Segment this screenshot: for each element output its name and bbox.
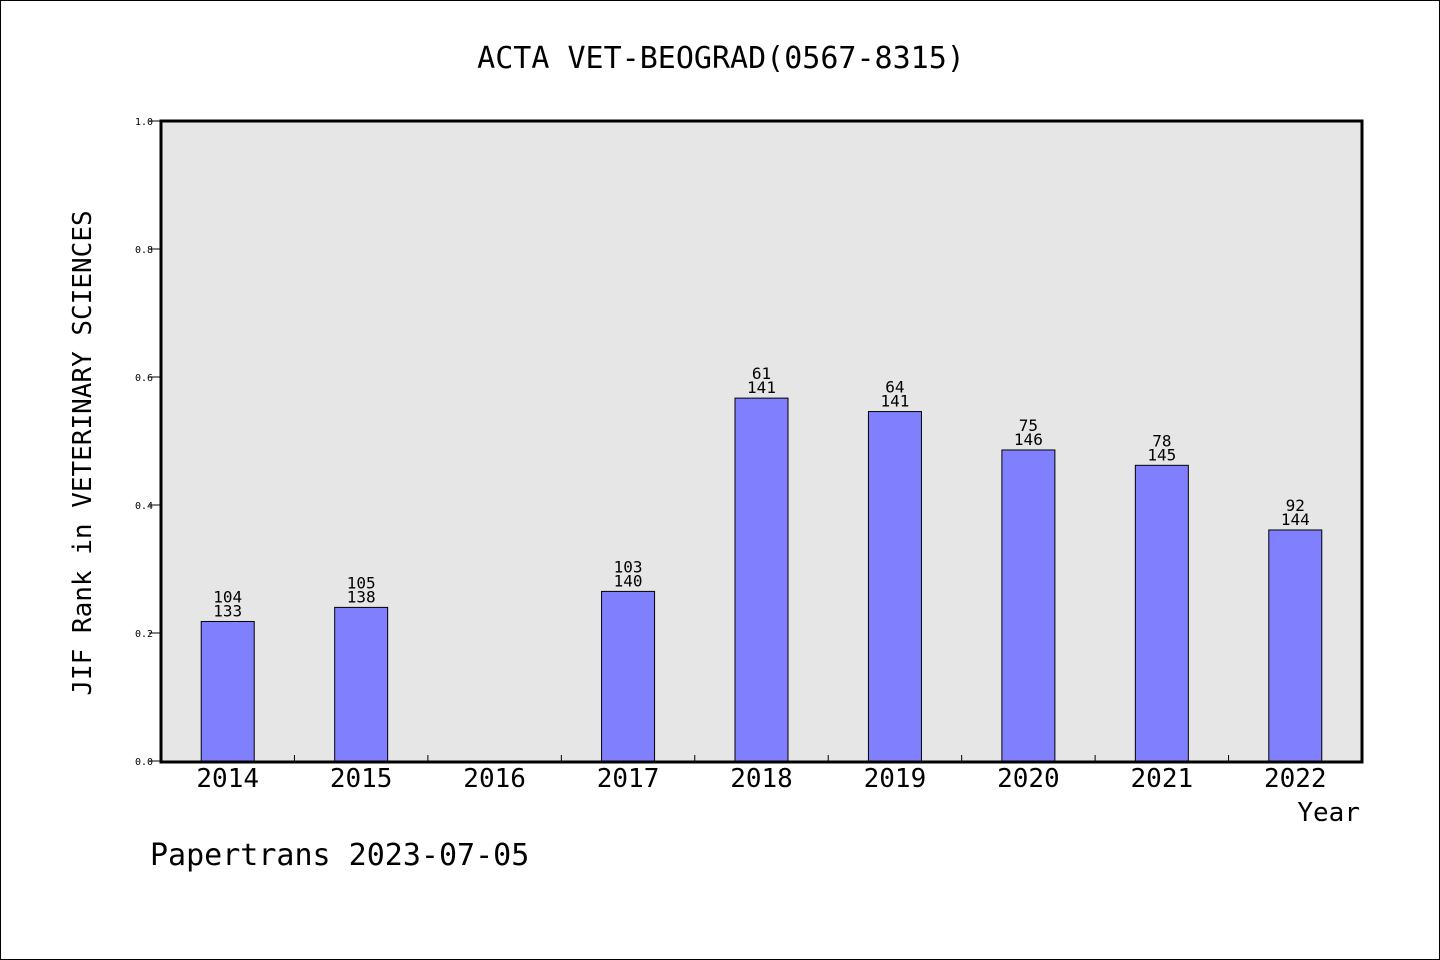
bar-rank-label: 78	[1152, 431, 1171, 450]
x-tick-label: 2019	[864, 764, 927, 794]
footer-watermark: Papertrans 2023-07-05	[150, 838, 529, 873]
bar-total-label: 141	[880, 392, 909, 411]
bar-rank-label: 104	[213, 587, 242, 606]
bar-total-label: 146	[1014, 430, 1043, 449]
bar-2018	[734, 397, 789, 762]
x-tick-label: 2015	[330, 764, 393, 794]
y-tick-label: 0.8	[135, 245, 153, 256]
y-axis-ticks: 0.0 0.2 0.4 0.6 0.8 1.0	[135, 117, 161, 768]
bar-rank-label: 105	[347, 573, 376, 592]
bar-2015	[334, 606, 389, 762]
y-axis-label: JIF Rank in VETERINARY SCIENCES	[68, 210, 98, 695]
x-tick-label: 2016	[463, 764, 526, 794]
y-tick-label: 0.4	[135, 501, 153, 512]
bar-2019	[867, 411, 922, 762]
x-axis-ticks: 2014 2015 2016 2017 2018 2019 2020 2021 2022	[196, 755, 1327, 794]
bar-rank-label: 92	[1286, 496, 1305, 515]
bar-total-label: 144	[1281, 510, 1310, 529]
bar-2014	[200, 620, 255, 762]
y-tick-label: 0.0	[135, 757, 153, 768]
y-tick-label: 0.2	[135, 629, 153, 640]
x-tick-label: 2018	[730, 764, 793, 794]
bar-total-label: 133	[213, 601, 242, 620]
bar-rank-label: 75	[1019, 416, 1038, 435]
x-axis-label: Year	[1297, 798, 1360, 828]
bar-total-label: 138	[347, 587, 376, 606]
chart-title: ACTA VET-BEOGRAD(0567-8315)	[477, 41, 965, 76]
bar-2017	[601, 590, 656, 762]
bar-total-label: 145	[1147, 445, 1176, 464]
y-tick-label: 1.0	[135, 117, 153, 128]
bar-total-label: 141	[747, 378, 776, 397]
bar-total-label: 140	[614, 571, 643, 590]
y-tick-label: 0.6	[135, 373, 153, 384]
x-tick-label: 2020	[997, 764, 1060, 794]
bar-rank-label: 61	[752, 364, 771, 383]
bar-2021	[1134, 464, 1189, 762]
bars-group	[200, 397, 1323, 762]
x-tick-label: 2014	[196, 764, 259, 794]
plot-frame	[159, 119, 1364, 764]
x-tick-label: 2022	[1264, 764, 1327, 794]
bar-rank-label: 103	[614, 557, 643, 576]
bar-rank-label: 64	[885, 378, 904, 397]
x-tick-label: 2017	[597, 764, 660, 794]
x-tick-label: 2021	[1131, 764, 1194, 794]
bar-2020	[1001, 449, 1056, 762]
bar-2022	[1268, 529, 1323, 762]
